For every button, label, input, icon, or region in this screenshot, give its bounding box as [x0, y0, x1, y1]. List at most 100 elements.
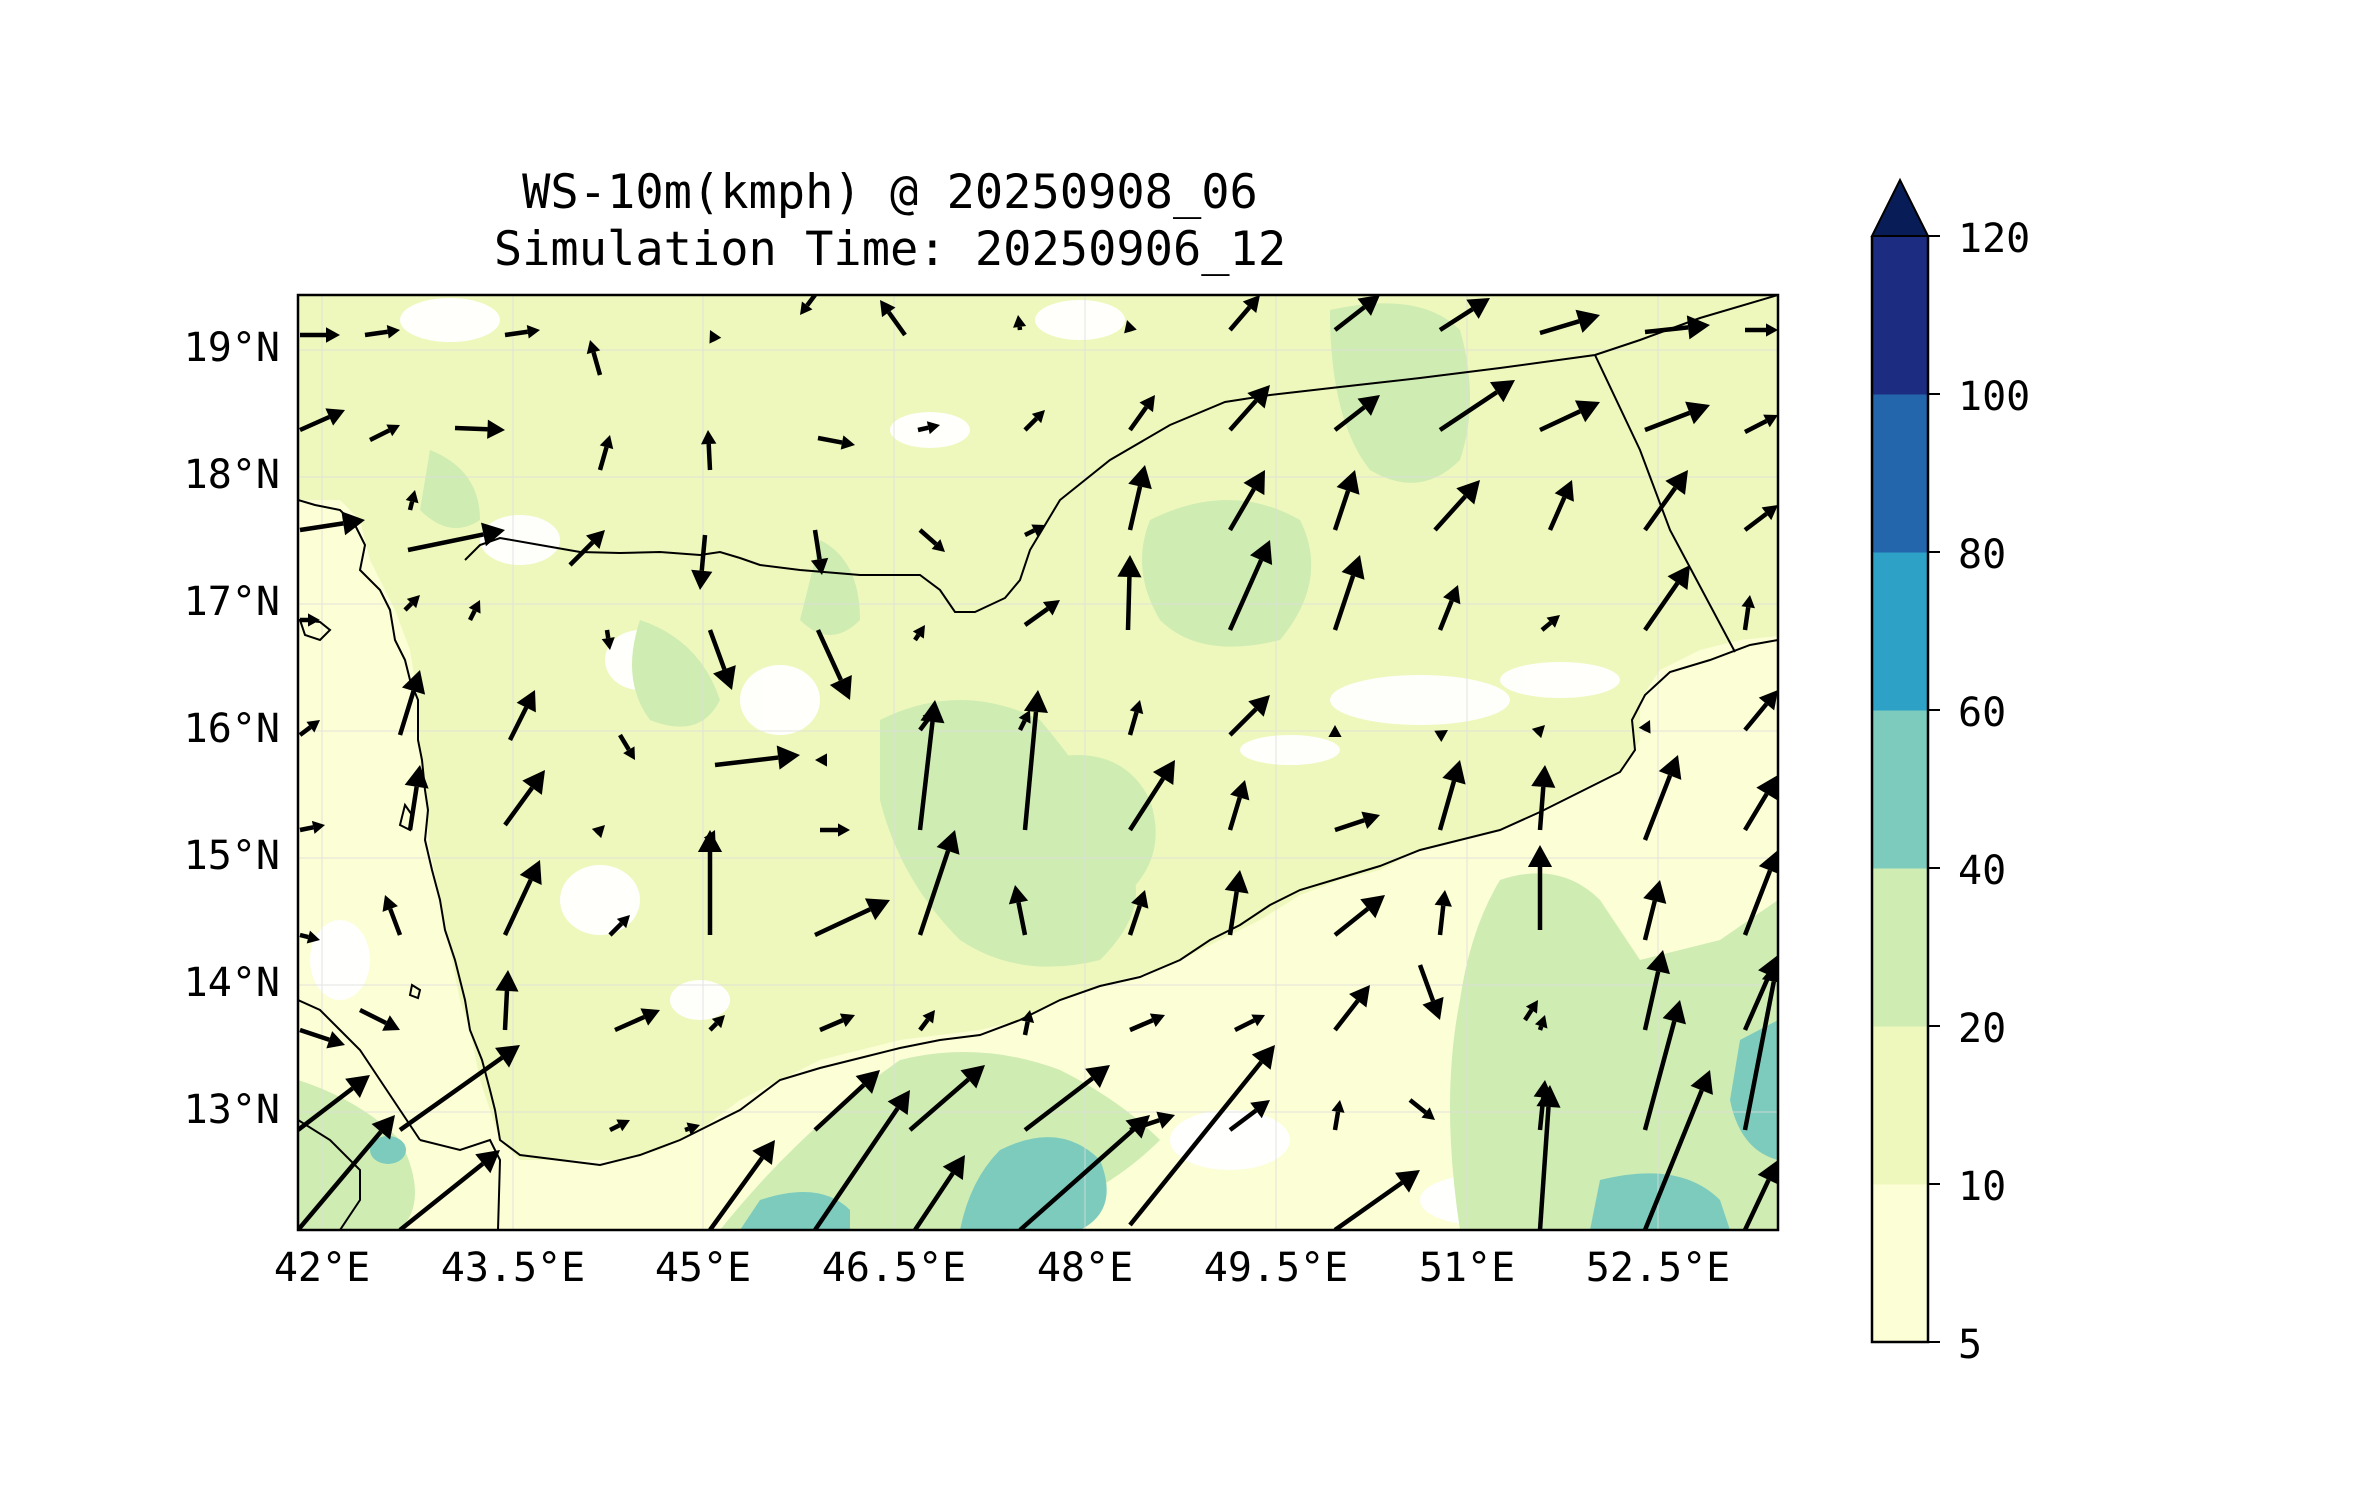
wind-arrow-shaft [1547, 496, 1567, 531]
wind-arrow-head [864, 898, 890, 921]
wind-arrow-shaft [1537, 1025, 1544, 1031]
wind-arrow-shaft [1018, 1127, 1136, 1230]
colorbar [1870, 177, 1940, 1344]
wind-arrow-shaft [1334, 818, 1365, 833]
wind-arrow-head [1357, 295, 1380, 316]
wind-arrow-head [325, 408, 345, 426]
wind-arrow-head [1546, 615, 1560, 628]
wind-arrow-shaft [812, 529, 822, 560]
wind-arrow-head [880, 300, 896, 318]
wind-arrow-shaft [591, 351, 603, 376]
colorbar-segment [1872, 710, 1928, 869]
wind-arrow-shaft [708, 1156, 764, 1230]
wind-arrow-head [931, 539, 945, 552]
wind-arrow-head [922, 1010, 935, 1024]
wind-arrow-head [401, 670, 426, 695]
wind-arrow-shaft [805, 295, 817, 307]
wind-arrow-shaft [298, 1086, 354, 1132]
wind-arrow-shaft [502, 990, 510, 1031]
wind-arrow-head [815, 753, 827, 767]
wind-arrow-head [1248, 695, 1270, 717]
wind-arrow-shaft [706, 443, 713, 471]
wind-arrow-head [1758, 690, 1778, 711]
wind-arrow-shaft [886, 310, 907, 337]
wind-arrow-shaft [407, 532, 484, 553]
wind-arrow-shaft [1022, 1021, 1030, 1036]
wind-arrow-head [1128, 465, 1152, 490]
wind-arrow-head [1456, 480, 1480, 505]
wind-arrow-shaft [1332, 1111, 1341, 1131]
colorbar-frame [1870, 236, 1930, 1344]
wind-arrow-shaft [714, 755, 779, 768]
wind-arrow-shaft [1742, 606, 1751, 631]
wind-arrow-head [406, 595, 420, 609]
wind-arrow-shaft [918, 1018, 930, 1032]
wind-arrow-head [1466, 298, 1490, 319]
wind-arrow-head [855, 1070, 880, 1094]
wind-arrow-head [1251, 1014, 1265, 1027]
wind-arrow-shaft [813, 1083, 866, 1132]
wind-arrow-head [586, 530, 605, 549]
wind-arrow-shaft [1127, 485, 1143, 531]
wind-arrow-shaft [1333, 405, 1366, 432]
wind-arrow-shaft [1537, 1106, 1551, 1230]
wind-arrow-head [1131, 890, 1149, 909]
wind-arrow-shaft [1228, 487, 1256, 532]
wind-arrow-shaft [1438, 307, 1474, 332]
wind-arrow-head [1756, 775, 1778, 801]
wind-arrow-head [1013, 315, 1027, 328]
wind-arrow-head [468, 600, 481, 614]
wind-arrow-head [1395, 1170, 1420, 1193]
wind-arrow-shaft [1433, 494, 1467, 532]
wind-arrow-head [1156, 1111, 1175, 1129]
wind-arrow-shaft [1227, 559, 1264, 631]
wind-arrow-head [1658, 755, 1682, 780]
wind-arrow-shaft [1023, 606, 1050, 627]
wind-arrow-shaft [1228, 399, 1258, 432]
wind-arrow-head [326, 327, 340, 343]
wind-arrow-head [1357, 395, 1380, 416]
wind-arrow-shaft [1437, 780, 1457, 831]
wind-arrow-shaft [597, 446, 609, 471]
wind-arrow-head [1251, 1045, 1275, 1070]
wind-arrow-head [936, 830, 960, 855]
wind-arrow-shaft [1642, 900, 1657, 941]
wind-arrow-head [926, 421, 940, 435]
wind-arrow-shaft [1643, 486, 1678, 532]
lon-tick-label: 51°E [1418, 1245, 1516, 1291]
wind-arrow-shaft [608, 921, 624, 937]
wind-arrow-head [386, 325, 400, 339]
wind-arrow-shaft [1023, 1076, 1094, 1132]
wind-arrow-shaft [918, 528, 938, 546]
lat-tick-label: 15°N [183, 833, 280, 879]
colorbar-tick-label: 80 [1958, 532, 2007, 578]
wind-arrow-head [1129, 700, 1144, 715]
wind-arrow-shaft [467, 609, 477, 622]
wind-arrow-shaft [1227, 891, 1239, 936]
wind-arrow-head [691, 569, 713, 590]
wind-arrow-head [1489, 380, 1515, 403]
wind-arrow-head [1442, 760, 1466, 785]
lat-tick-label: 14°N [183, 960, 280, 1006]
wind-arrow-shaft [298, 1130, 383, 1230]
wind-arrow-head [1763, 414, 1778, 428]
wind-arrow-shaft [299, 825, 314, 833]
lat-tick-label: 19°N [183, 325, 280, 371]
lon-tick-label: 52.5°E [1585, 1245, 1731, 1291]
wind-arrow-shaft [1228, 305, 1252, 332]
wind-arrow-head [752, 1140, 775, 1165]
wind-arrow-shaft [1129, 1018, 1154, 1033]
wind-arrow-head [1250, 540, 1273, 566]
wind-arrow-shaft [1128, 1060, 1263, 1227]
wind-arrow-head [1341, 555, 1365, 580]
wind-arrow-shaft [397, 690, 416, 736]
wind-arrow-shaft [1643, 581, 1680, 632]
wind-arrow-head [887, 1090, 910, 1115]
wind-arrow-head [839, 1013, 855, 1027]
wind-arrow-shaft [1017, 719, 1027, 732]
wind-arrow-head [1031, 524, 1045, 537]
wind-arrow-head [1757, 1160, 1778, 1185]
wind-arrow-shaft [1333, 999, 1360, 1032]
wind-arrow-shaft [813, 1106, 900, 1230]
wind-arrow-shaft [1742, 981, 1777, 1131]
